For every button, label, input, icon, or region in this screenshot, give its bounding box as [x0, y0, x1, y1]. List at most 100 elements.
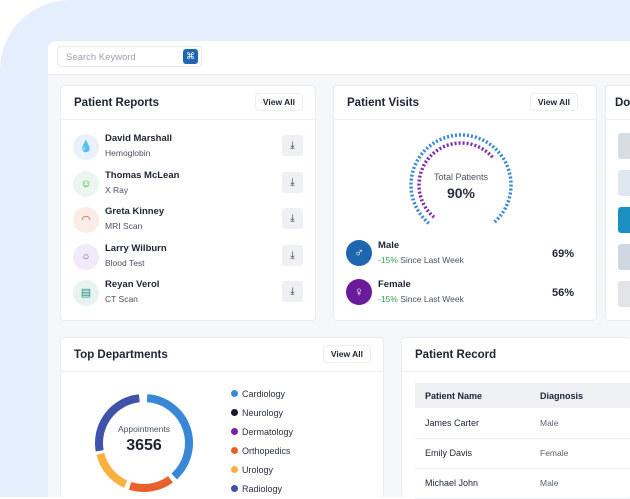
gender-change: -15% Since Last Week	[378, 255, 464, 265]
legend-label: Neurology	[242, 408, 284, 418]
patient-name-cell: Emily Davis	[415, 438, 530, 469]
top-departments-card: Top Departments View All Appointments 36…	[60, 337, 384, 497]
report-item[interactable]: 💧 David Marshall Hemoglobin ⤓	[73, 133, 303, 163]
top-bar: Search Keyword ⌘	[48, 41, 630, 75]
gender-label: Female	[378, 279, 411, 290]
gauge-value: 90%	[446, 185, 476, 201]
legend-dot	[231, 390, 238, 397]
test-name: Blood Test	[105, 257, 145, 268]
legend-dot	[231, 466, 238, 473]
table-row[interactable]: James Carter Male	[415, 408, 630, 439]
xray-icon: ☺	[73, 170, 99, 197]
diagnosis-cell: Male	[530, 408, 630, 439]
patient-name-cell: James Carter	[415, 408, 530, 439]
test-name: MRI Scan	[105, 221, 143, 231]
patient-name: David Marshall	[105, 133, 173, 144]
doctor-photo[interactable]	[618, 170, 630, 196]
gender-stat-male: ♂ Male -15% Since Last Week 69%	[346, 240, 581, 268]
legend-item[interactable]: Dermatology	[231, 427, 293, 437]
legend-label: Radiology	[242, 484, 283, 494]
card-title: Do	[615, 97, 630, 109]
drop-icon: 💧	[73, 134, 99, 160]
doctor-photo[interactable]	[618, 281, 630, 307]
patient-name: Thomas McLean	[105, 169, 180, 181]
blood-test-icon: ○	[73, 243, 99, 270]
doctors-card: Do	[605, 85, 630, 321]
download-icon[interactable]: ⤓	[282, 135, 303, 156]
patient-record-table: Patient Name Diagnosis James Carter Male Em…	[415, 383, 630, 499]
legend-item[interactable]: Orthopedics	[231, 446, 291, 456]
legend-item[interactable]: Radiology	[231, 484, 282, 494]
column-header[interactable]: Patient Name	[415, 383, 530, 408]
legend-dot	[231, 428, 238, 435]
test-name: X Ray	[105, 184, 129, 195]
legend-label: Urology	[242, 465, 274, 475]
total-patients-gauge	[409, 133, 513, 225]
report-item[interactable]: ☺ Thomas McLean X Ray ⤓	[73, 170, 303, 200]
view-all-button[interactable]: View All	[254, 93, 303, 111]
donut-label: Appointments	[118, 424, 170, 434]
legend-label: Dermatology	[242, 427, 294, 437]
diagnosis-cell: Male	[530, 468, 630, 499]
download-icon[interactable]: ⤓	[282, 281, 303, 302]
patient-visits-card: Patient Visits View All Total Patients 9…	[333, 85, 597, 321]
column-header[interactable]: Diagnosis	[530, 383, 630, 408]
test-name: Hemoglobin	[105, 148, 151, 158]
legend-item[interactable]: Urology	[231, 465, 273, 475]
card-title: Patient Reports	[74, 97, 159, 109]
test-name: CT Scan	[105, 294, 138, 304]
card-title: Top Departments	[74, 349, 168, 361]
report-item[interactable]: ◠ Greta Kinney MRI Scan ⤓	[73, 206, 303, 236]
patient-record-card: Patient Record Patient Name Diagnosis Jam…	[401, 337, 630, 499]
report-item[interactable]: ▤ Reyan Verol CT Scan ⤓	[73, 279, 303, 309]
download-icon[interactable]: ⤓	[282, 244, 303, 266]
report-item[interactable]: ○ Larry Wilburn Blood Test ⤓	[73, 243, 303, 273]
diagnosis-cell: Female	[530, 438, 630, 469]
table-row[interactable]: Emily Davis Female	[415, 438, 630, 469]
legend-label: Orthopedics	[242, 446, 291, 456]
legend-label: Cardiology	[242, 389, 286, 399]
patient-name-cell: Michael John	[415, 468, 530, 499]
mri-icon: ◠	[73, 207, 99, 233]
female-icon: ♀	[346, 279, 372, 305]
donut-segment-cardiology[interactable]	[146, 394, 193, 480]
search-placeholder: Search Keyword	[66, 52, 136, 63]
legend-dot	[231, 447, 238, 454]
gender-label: Male	[378, 240, 400, 251]
gender-change: -15% Since Last Week	[378, 294, 464, 304]
doctor-photo[interactable]	[618, 133, 630, 159]
command-icon[interactable]: ⌘	[183, 49, 198, 64]
patient-name: Reyan Verol	[105, 279, 160, 290]
gauge-label: Total Patients	[433, 172, 489, 182]
male-icon: ♂	[346, 240, 372, 266]
dashboard-panel: Search Keyword ⌘ Patient Reports View All…	[48, 41, 630, 499]
patient-reports-card: Patient Reports View All 💧 David Marshal…	[60, 85, 316, 321]
patient-name: Greta Kinney	[105, 206, 165, 217]
donut-segment-urology[interactable]	[96, 452, 128, 488]
ct-scan-icon: ▤	[73, 280, 99, 306]
gender-percent: 56%	[551, 287, 574, 299]
gauge-inner-arc	[417, 141, 495, 219]
gauge-outer-arc	[409, 133, 513, 225]
search-input[interactable]: Search Keyword ⌘	[57, 46, 202, 67]
donut-segment-orthopedics[interactable]	[128, 476, 173, 492]
patient-name: Larry Wilburn	[105, 242, 167, 254]
donut-segment-radiology[interactable]	[95, 394, 140, 452]
view-all-button[interactable]: View All	[529, 93, 578, 111]
table-row[interactable]: Michael John Male	[415, 468, 630, 499]
legend-item[interactable]: Cardiology	[231, 389, 285, 399]
departments-donut	[95, 394, 193, 492]
download-icon[interactable]: ⤓	[282, 208, 303, 229]
download-icon[interactable]: ⤓	[282, 171, 303, 193]
donut-value: 3656	[126, 437, 162, 454]
view-all-button[interactable]: View All	[322, 345, 371, 363]
gender-stat-female: ♀ Female -15% Since Last Week 56%	[346, 279, 581, 307]
legend-dot	[231, 409, 238, 416]
gender-percent: 69%	[551, 248, 574, 260]
card-title: Patient Visits	[347, 97, 420, 109]
legend-item[interactable]: Neurology	[231, 408, 283, 418]
card-title: Patient Record	[415, 349, 497, 361]
doctor-photo[interactable]	[618, 207, 630, 233]
legend-dot	[231, 485, 238, 492]
doctor-photo[interactable]	[618, 244, 630, 270]
